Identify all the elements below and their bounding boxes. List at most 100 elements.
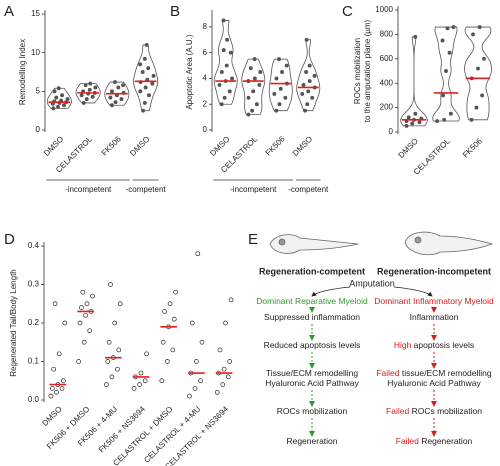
data-point — [106, 339, 112, 345]
violin — [432, 26, 460, 122]
data-point — [252, 76, 257, 81]
data-point — [448, 111, 453, 116]
data-point — [150, 81, 155, 86]
data-point — [444, 69, 448, 73]
y-tick-label: 0.4 — [28, 241, 40, 250]
data-point — [442, 117, 447, 122]
data-point — [440, 38, 445, 43]
violin — [268, 58, 293, 112]
violin — [241, 58, 266, 115]
data-point — [277, 102, 282, 107]
group-label: -incompetent — [230, 185, 277, 194]
data-point — [119, 97, 124, 102]
y-axis-label: Apoptotic Area (A.U.) — [185, 34, 194, 109]
data-point — [62, 320, 68, 326]
data-point — [194, 359, 199, 364]
data-point — [93, 85, 98, 90]
y-tick-label: 200 — [380, 103, 394, 112]
step-text: Failed Regeneration — [396, 436, 473, 446]
data-point — [221, 18, 226, 23]
data-point — [51, 366, 57, 372]
arrow — [311, 286, 351, 297]
data-point — [303, 108, 307, 113]
x-tick-label: FK506 — [461, 136, 484, 159]
step-span: ROCs mobilization — [409, 406, 482, 416]
step-span: Failed — [396, 436, 419, 446]
larva-competent — [269, 234, 359, 254]
data-point — [228, 50, 233, 55]
data-point — [274, 108, 279, 113]
y-axis-label: to the amputation plane (µm) — [363, 19, 372, 122]
data-point — [79, 93, 84, 98]
data-point — [248, 66, 253, 71]
data-point — [219, 102, 224, 107]
data-point — [272, 91, 277, 96]
data-point — [173, 289, 178, 295]
data-point — [301, 82, 306, 87]
data-point — [104, 382, 109, 387]
data-point — [110, 89, 114, 94]
data-point — [56, 104, 60, 109]
x-tick-label: DMSO — [128, 135, 151, 158]
x-tick-label: DMSO — [42, 135, 65, 158]
y-axis-label: Remodelling Index — [18, 39, 27, 105]
y-tick-label: 800 — [380, 30, 394, 39]
data-point — [144, 42, 149, 47]
data-point — [413, 34, 418, 39]
data-point — [199, 339, 205, 345]
data-point — [417, 120, 422, 125]
step-text: ROCs mobilization — [277, 406, 348, 416]
data-point — [49, 386, 55, 391]
data-point — [131, 386, 137, 391]
step-span: Regeneration — [286, 436, 337, 446]
step-span: Regeneration — [419, 436, 473, 446]
data-point — [250, 108, 255, 113]
data-point — [189, 320, 195, 326]
data-point — [109, 374, 115, 380]
data-point — [258, 70, 263, 74]
x-tick-label: FK506 — [100, 134, 123, 157]
data-point — [228, 297, 234, 303]
y-tick-label: 4 — [203, 74, 208, 83]
data-point — [56, 351, 62, 357]
data-point — [476, 66, 480, 71]
data-point — [121, 83, 125, 88]
data-point — [54, 389, 59, 395]
data-point — [307, 79, 312, 83]
data-point — [84, 301, 90, 307]
step-text: Failed ROCs mobilization — [386, 406, 482, 416]
data-point — [227, 89, 232, 94]
panel-letter: D — [4, 231, 15, 248]
data-point — [471, 32, 475, 37]
data-point — [435, 119, 440, 123]
data-point — [304, 37, 309, 42]
x-tick-label: FK506 — [264, 134, 287, 157]
y-tick-label: 8 — [203, 22, 208, 31]
data-point — [48, 393, 54, 399]
violin — [133, 44, 159, 112]
larva-incompetent — [404, 231, 494, 256]
data-point — [151, 73, 156, 78]
data-point — [167, 301, 173, 307]
step-text: Hyaluronic Acid Pathway — [387, 378, 481, 388]
y-tick-label: 0 — [203, 125, 208, 134]
data-point — [192, 386, 198, 391]
data-point — [257, 82, 262, 87]
data-point — [90, 94, 95, 99]
data-point — [310, 95, 315, 100]
column-title: Regeneration-incompetent — [377, 266, 491, 276]
y-tick-label: 400 — [380, 78, 394, 87]
data-point — [143, 85, 148, 90]
data-point — [56, 86, 61, 91]
data-point — [410, 121, 415, 126]
data-point — [51, 106, 56, 111]
x-tick-label: DMSO — [40, 405, 63, 428]
data-point — [219, 70, 224, 74]
center-label: Amputation — [349, 278, 395, 288]
step-text: Hyaluronic Acid Pathway — [265, 378, 359, 388]
data-point — [225, 374, 231, 380]
data-point — [304, 70, 309, 74]
violin — [213, 20, 238, 105]
data-point — [144, 351, 149, 357]
